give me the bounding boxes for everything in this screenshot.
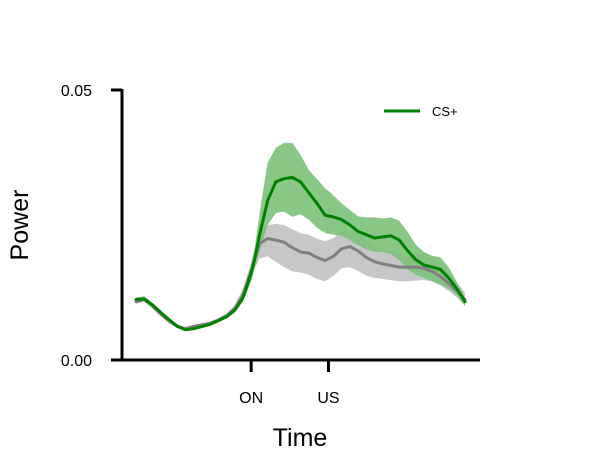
x-tick-label-0: ON xyxy=(239,390,263,407)
axis-ticks: 0.00 0.05 ON US xyxy=(61,83,340,407)
y-axis-title: Power xyxy=(6,190,34,261)
error-band-series-1 xyxy=(136,223,465,331)
series-line-1 xyxy=(134,237,467,331)
x-axis-title: Time xyxy=(273,424,328,450)
y-tick-label-1: 0.05 xyxy=(61,83,92,100)
error-bands xyxy=(136,142,465,331)
series-line-0 xyxy=(134,176,467,332)
y-tick-label-0: 0.00 xyxy=(61,353,92,370)
x-tick-label-1: US xyxy=(317,390,339,407)
legend-label-cs-plus: CS+ xyxy=(432,104,458,119)
legend: CS+ xyxy=(384,104,458,119)
series-lines xyxy=(134,176,467,332)
